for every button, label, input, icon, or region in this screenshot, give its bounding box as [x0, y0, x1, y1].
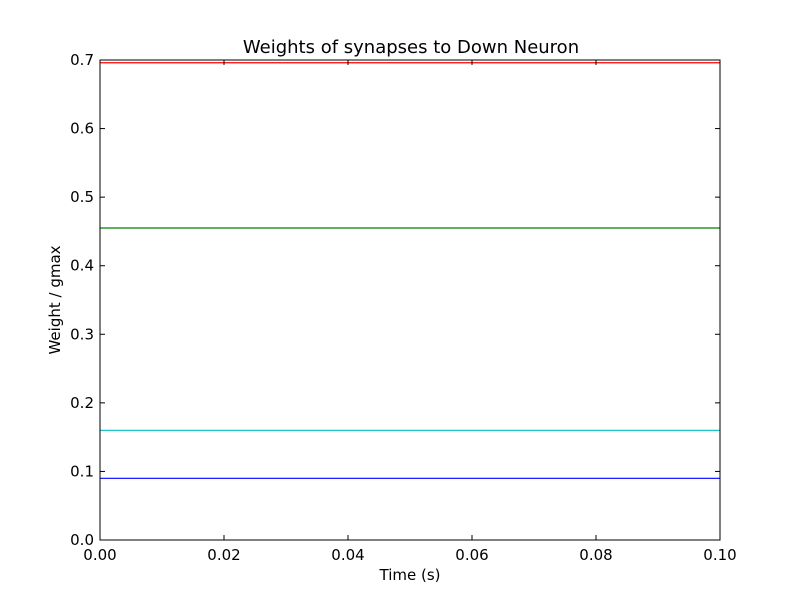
- y-tick-label: 0.5: [70, 188, 94, 206]
- y-tick-label: 0.1: [70, 462, 94, 480]
- x-tick-label: 0.10: [703, 546, 736, 564]
- chart-title: Weights of synapses to Down Neuron: [243, 37, 579, 58]
- y-tick-label: 0.2: [70, 394, 94, 412]
- x-tick-labels: 0.00 0.02 0.04 0.06 0.08 0.10: [83, 546, 736, 564]
- x-tick-label: 0.02: [207, 546, 240, 564]
- plot-background: [100, 60, 720, 540]
- y-tick-label: 0.6: [70, 120, 94, 138]
- x-tick-label: 0.08: [579, 546, 612, 564]
- x-tick-label: 0.06: [455, 546, 488, 564]
- y-tick-label: 0.7: [70, 51, 94, 69]
- series-group: [100, 62, 720, 479]
- plot-area: [99, 59, 721, 541]
- y-tick-labels: 0.0 0.1 0.2 0.3 0.4 0.5 0.6 0.7: [70, 51, 94, 549]
- x-tick-label: 0.00: [83, 546, 116, 564]
- plot-frame: [99, 59, 721, 541]
- x-tick-label: 0.04: [331, 546, 364, 564]
- x-axis-label: Time (s): [379, 566, 441, 584]
- y-tick-label: 0.4: [70, 257, 94, 275]
- y-axis-label: Weight / gmax: [46, 245, 64, 354]
- y-tick-label: 0.0: [70, 531, 94, 549]
- y-tick-label: 0.3: [70, 325, 94, 343]
